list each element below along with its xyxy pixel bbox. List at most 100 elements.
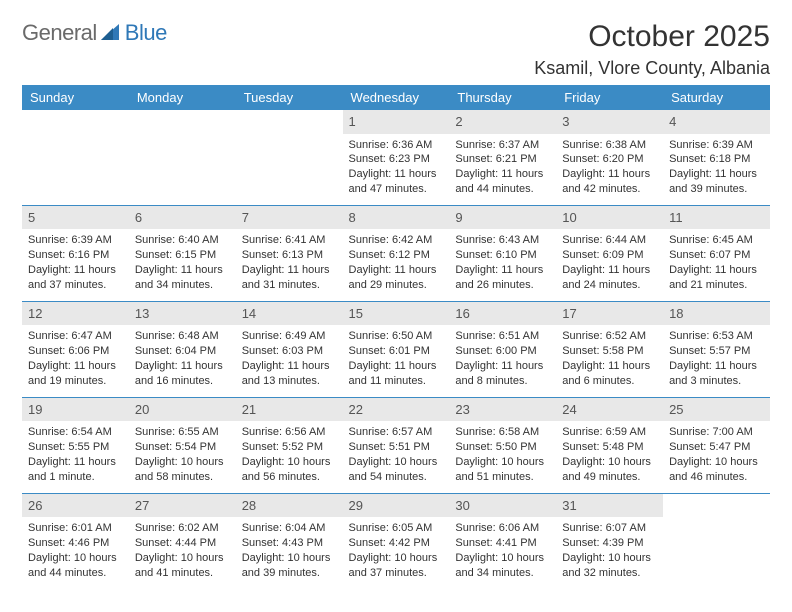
dl1-text: Daylight: 10 hours [349,455,444,470]
day-number: 3 [556,110,663,134]
dl2-text: and 46 minutes. [669,470,764,485]
dl2-text: and 37 minutes. [349,566,444,581]
calendar-cell: . [22,110,129,205]
sunset-text: Sunset: 6:00 PM [455,344,550,359]
day-number: 15 [343,302,450,326]
day-number: 16 [449,302,556,326]
dayhead-thursday: Thursday [449,85,556,110]
calendar-cell: 16Sunrise: 6:51 AMSunset: 6:00 PMDayligh… [449,301,556,397]
dl2-text: and 41 minutes. [135,566,230,581]
sunset-text: Sunset: 6:16 PM [28,248,123,263]
dl1-text: Daylight: 10 hours [455,551,550,566]
dl2-text: and 47 minutes. [349,182,444,197]
day-number: 14 [236,302,343,326]
calendar-cell: 8Sunrise: 6:42 AMSunset: 6:12 PMDaylight… [343,205,450,301]
sunrise-text: Sunrise: 6:44 AM [562,233,657,248]
dl2-text: and 49 minutes. [562,470,657,485]
dl1-text: Daylight: 10 hours [242,455,337,470]
day-number: 23 [449,398,556,422]
sunrise-text: Sunrise: 6:38 AM [562,138,657,153]
sunset-text: Sunset: 5:51 PM [349,440,444,455]
calendar-cell: 17Sunrise: 6:52 AMSunset: 5:58 PMDayligh… [556,301,663,397]
dl2-text: and 31 minutes. [242,278,337,293]
day-number: 13 [129,302,236,326]
day-number: 22 [343,398,450,422]
sunrise-text: Sunrise: 6:05 AM [349,521,444,536]
sunrise-text: Sunrise: 6:07 AM [562,521,657,536]
dayhead-friday: Friday [556,85,663,110]
dl1-text: Daylight: 10 hours [135,551,230,566]
dl2-text: and 29 minutes. [349,278,444,293]
dayhead-sunday: Sunday [22,85,129,110]
day-number: 31 [556,494,663,518]
dl1-text: Daylight: 10 hours [349,551,444,566]
sunset-text: Sunset: 6:09 PM [562,248,657,263]
calendar-cell: 18Sunrise: 6:53 AMSunset: 5:57 PMDayligh… [663,301,770,397]
sunset-text: Sunset: 6:13 PM [242,248,337,263]
calendar-cell: 9Sunrise: 6:43 AMSunset: 6:10 PMDaylight… [449,205,556,301]
location: Ksamil, Vlore County, Albania [534,58,770,79]
sunrise-text: Sunrise: 6:51 AM [455,329,550,344]
logo-text-blue: Blue [125,20,167,46]
sunset-text: Sunset: 5:55 PM [28,440,123,455]
sunrise-text: Sunrise: 6:53 AM [669,329,764,344]
sunset-text: Sunset: 6:12 PM [349,248,444,263]
dl1-text: Daylight: 11 hours [562,263,657,278]
dl1-text: Daylight: 11 hours [455,167,550,182]
sunset-text: Sunset: 6:04 PM [135,344,230,359]
day-number: 25 [663,398,770,422]
calendar-cell: 10Sunrise: 6:44 AMSunset: 6:09 PMDayligh… [556,205,663,301]
dl2-text: and 1 minute. [28,470,123,485]
dl1-text: Daylight: 11 hours [242,263,337,278]
calendar-table: Sunday Monday Tuesday Wednesday Thursday… [22,85,770,589]
dl1-text: Daylight: 10 hours [669,455,764,470]
sunrise-text: Sunrise: 6:43 AM [455,233,550,248]
sunrise-text: Sunrise: 6:54 AM [28,425,123,440]
sunrise-text: Sunrise: 6:04 AM [242,521,337,536]
calendar-row: 5Sunrise: 6:39 AMSunset: 6:16 PMDaylight… [22,205,770,301]
sunrise-text: Sunrise: 6:55 AM [135,425,230,440]
dl2-text: and 26 minutes. [455,278,550,293]
sunrise-text: Sunrise: 6:01 AM [28,521,123,536]
sunset-text: Sunset: 5:50 PM [455,440,550,455]
day-number: 30 [449,494,556,518]
month-year: October 2025 [534,20,770,54]
sunset-text: Sunset: 4:44 PM [135,536,230,551]
dl1-text: Daylight: 11 hours [349,263,444,278]
calendar-cell: 11Sunrise: 6:45 AMSunset: 6:07 PMDayligh… [663,205,770,301]
calendar-cell: 14Sunrise: 6:49 AMSunset: 6:03 PMDayligh… [236,301,343,397]
day-number: 29 [343,494,450,518]
dl2-text: and 24 minutes. [562,278,657,293]
sunrise-text: Sunrise: 6:40 AM [135,233,230,248]
calendar-row: 12Sunrise: 6:47 AMSunset: 6:06 PMDayligh… [22,301,770,397]
calendar-cell: 13Sunrise: 6:48 AMSunset: 6:04 PMDayligh… [129,301,236,397]
sunrise-text: Sunrise: 6:52 AM [562,329,657,344]
sunrise-text: Sunrise: 6:37 AM [455,138,550,153]
sunrise-text: Sunrise: 6:50 AM [349,329,444,344]
sunrise-text: Sunrise: 6:57 AM [349,425,444,440]
sunrise-text: Sunrise: 6:39 AM [28,233,123,248]
calendar-cell: 3Sunrise: 6:38 AMSunset: 6:20 PMDaylight… [556,110,663,205]
calendar-row: 19Sunrise: 6:54 AMSunset: 5:55 PMDayligh… [22,397,770,493]
sunrise-text: Sunrise: 6:42 AM [349,233,444,248]
sunrise-text: Sunrise: 6:56 AM [242,425,337,440]
calendar-cell: 4Sunrise: 6:39 AMSunset: 6:18 PMDaylight… [663,110,770,205]
calendar-cell: 30Sunrise: 6:06 AMSunset: 4:41 PMDayligh… [449,493,556,588]
sunset-text: Sunset: 6:01 PM [349,344,444,359]
calendar-cell: . [236,110,343,205]
sunset-text: Sunset: 4:43 PM [242,536,337,551]
calendar-cell: . [663,493,770,588]
dl2-text: and 11 minutes. [349,374,444,389]
calendar-cell: 23Sunrise: 6:58 AMSunset: 5:50 PMDayligh… [449,397,556,493]
dl1-text: Daylight: 11 hours [669,263,764,278]
dl1-text: Daylight: 11 hours [135,263,230,278]
day-number: 20 [129,398,236,422]
dl2-text: and 39 minutes. [669,182,764,197]
day-number: 9 [449,206,556,230]
calendar-cell: 20Sunrise: 6:55 AMSunset: 5:54 PMDayligh… [129,397,236,493]
dl1-text: Daylight: 10 hours [562,551,657,566]
sunset-text: Sunset: 5:48 PM [562,440,657,455]
day-number: 1 [343,110,450,134]
sunset-text: Sunset: 6:20 PM [562,152,657,167]
day-number: 7 [236,206,343,230]
